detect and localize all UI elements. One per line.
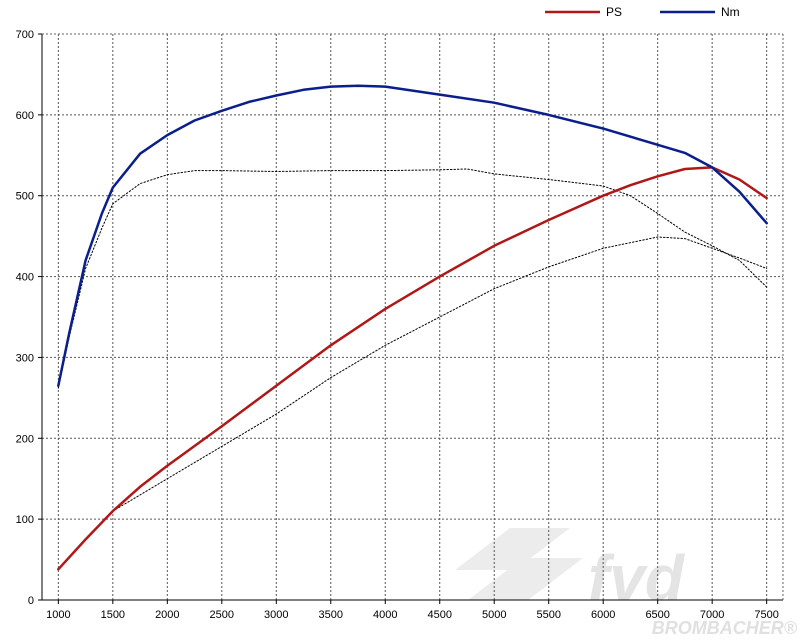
x-tick-label: 2000 xyxy=(155,609,179,621)
y-tick-label: 400 xyxy=(16,272,34,284)
legend: PS Nm xyxy=(545,5,740,19)
x-tick-label: 1000 xyxy=(46,609,70,621)
x-tick-label: 7000 xyxy=(700,609,724,621)
y-tick-label: 600 xyxy=(16,110,34,122)
legend-label-ps: PS xyxy=(606,5,622,19)
fvd-brombacher-watermark: fvd BROMBACHER® xyxy=(455,528,798,638)
axes xyxy=(41,33,784,601)
y-tick-label: 200 xyxy=(16,433,34,445)
x-tick-label: 6000 xyxy=(591,609,615,621)
y-tick-label: 300 xyxy=(16,352,34,364)
watermark-text: BROMBACHER® xyxy=(652,618,798,638)
x-tick-label: 4500 xyxy=(428,609,452,621)
x-tick-label: 2500 xyxy=(210,609,234,621)
reference-dotted-series-2 xyxy=(57,168,768,389)
x-tick-labels: 1000 1500 2000 2500 3000 3500 4000 4500 5000 5500… xyxy=(46,600,779,621)
x-tick-label: 3500 xyxy=(319,609,343,621)
series-ps xyxy=(57,166,768,571)
y-tick-label: 500 xyxy=(16,191,34,203)
y-tick-labels: 0 100 200 300 400 500 600 700 xyxy=(16,29,42,607)
legend-item-nm: Nm xyxy=(660,5,740,19)
y-tick-label: 100 xyxy=(16,514,34,526)
x-tick-label: 3000 xyxy=(264,609,288,621)
series-nm xyxy=(57,84,768,387)
x-tick-label: 4000 xyxy=(373,609,397,621)
legend-label-nm: Nm xyxy=(721,5,740,19)
legend-item-ps: PS xyxy=(545,5,622,19)
y-tick-label: 0 xyxy=(28,595,34,607)
y-tick-label: 700 xyxy=(16,29,34,41)
grid-lines xyxy=(42,34,783,600)
x-tick-label: 1500 xyxy=(101,609,125,621)
watermark-logo: fvd xyxy=(588,542,686,614)
x-tick-label: 6500 xyxy=(645,609,669,621)
x-tick-label: 7500 xyxy=(754,609,778,621)
reference-dotted-series-3 xyxy=(112,236,768,512)
x-tick-label: 5500 xyxy=(536,609,560,621)
series-lines xyxy=(57,84,768,571)
x-tick-label: 5000 xyxy=(482,609,506,621)
